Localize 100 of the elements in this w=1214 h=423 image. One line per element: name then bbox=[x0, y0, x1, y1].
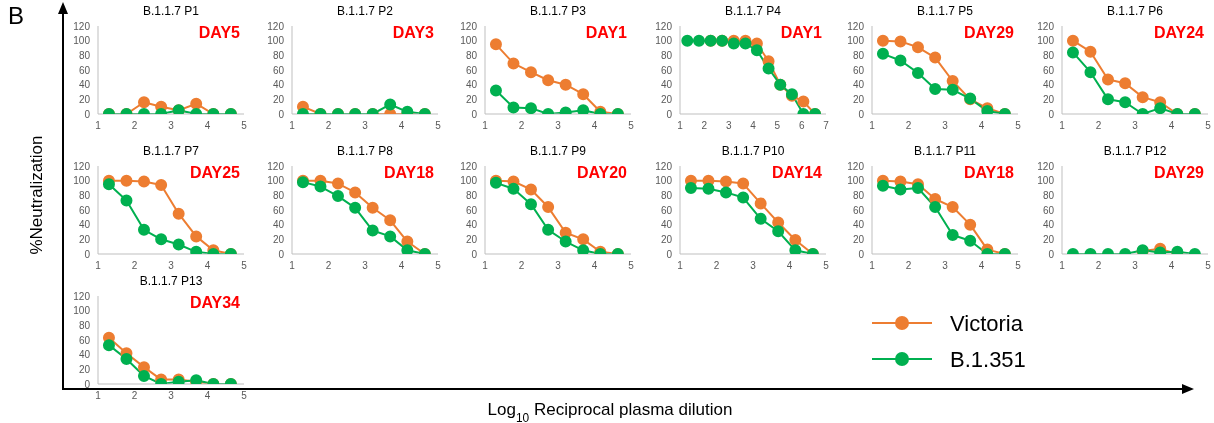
y-tick-label: 100 bbox=[847, 35, 865, 47]
y-tick-label: 20 bbox=[78, 363, 91, 375]
x-tick-label: 2 bbox=[713, 260, 720, 272]
annotation: DAY29 bbox=[1153, 164, 1204, 182]
y-tick-label: 80 bbox=[272, 49, 285, 61]
annotation: DAY24 bbox=[1153, 24, 1204, 42]
y-tick-label: 20 bbox=[465, 233, 478, 245]
y-tick-label: 20 bbox=[852, 93, 865, 105]
x-tick-label: 4 bbox=[204, 120, 211, 132]
y-tick-label: 100 bbox=[73, 35, 91, 47]
x-tick-label: 5 bbox=[241, 260, 248, 272]
y-tick-label: 20 bbox=[660, 233, 673, 245]
x-tick-label: 3 bbox=[362, 260, 369, 272]
x-tick-label: 3 bbox=[1132, 120, 1139, 132]
x-tick-label: 3 bbox=[168, 120, 175, 132]
x-axis-title: Log$_{10}$ Reciprocal plasma dilution bbox=[487, 400, 733, 423]
y-tick-label: 120 bbox=[847, 160, 865, 172]
x-tick-label: 4 bbox=[398, 120, 405, 132]
x-tick-label: 4 bbox=[398, 260, 405, 272]
chart-title: B.1.1.7 P4 bbox=[723, 3, 782, 20]
x-tick-label: 5 bbox=[241, 390, 248, 402]
annotation: DAY5 bbox=[198, 24, 240, 42]
annotation: DAY29 bbox=[963, 24, 1014, 42]
x-tick-label: 4 bbox=[786, 260, 793, 272]
x-tick-label: 4 bbox=[591, 260, 598, 272]
y-tick-label: 20 bbox=[1042, 233, 1055, 245]
y-tick-label: 120 bbox=[73, 20, 91, 32]
x-tick-label: 3 bbox=[750, 260, 757, 272]
y-tick-label: 0 bbox=[278, 108, 285, 120]
y-tick-label: 80 bbox=[852, 189, 865, 201]
y-tick-label: 80 bbox=[852, 49, 865, 61]
annotation: DAY25 bbox=[189, 164, 240, 182]
y-tick-label: 40 bbox=[272, 79, 285, 91]
chart-title: B.1.1.7 P12 bbox=[1102, 143, 1168, 160]
y-tick-label: 120 bbox=[460, 20, 478, 32]
y-tick-label: 120 bbox=[655, 20, 673, 32]
y-tick-label: 0 bbox=[858, 248, 865, 260]
y-tick-label: 60 bbox=[465, 64, 478, 76]
y-tick-label: 0 bbox=[858, 108, 865, 120]
y-tick-label: 0 bbox=[84, 378, 91, 390]
y-tick-label: 120 bbox=[1037, 20, 1055, 32]
y-tick-label: 20 bbox=[660, 93, 673, 105]
y-tick-label: 60 bbox=[272, 204, 285, 216]
y-tick-label: 80 bbox=[465, 189, 478, 201]
y-tick-label: 60 bbox=[465, 204, 478, 216]
x-tick-label: 5 bbox=[1205, 120, 1212, 132]
x-tick-label: 1 bbox=[95, 390, 102, 402]
chart-title: B.1.1.7 P11 bbox=[913, 143, 977, 160]
y-tick-label: 20 bbox=[852, 233, 865, 245]
x-tick-label: 5 bbox=[1205, 260, 1212, 272]
y-tick-label: 100 bbox=[1037, 175, 1055, 187]
y-tick-label: 120 bbox=[460, 160, 478, 172]
x-tick-label: 3 bbox=[725, 120, 732, 132]
y-tick-label: 80 bbox=[1042, 189, 1055, 201]
x-tick-label: 1 bbox=[482, 120, 489, 132]
y-tick-label: 120 bbox=[847, 20, 865, 32]
x-tick-label: 2 bbox=[325, 260, 332, 272]
x-tick-label: 2 bbox=[1095, 120, 1102, 132]
x-tick-label: 2 bbox=[131, 390, 138, 402]
annotation: DAY18 bbox=[383, 164, 434, 182]
x-tick-label: 5 bbox=[435, 120, 442, 132]
chart-title: B.1.1.7 P9 bbox=[528, 143, 587, 160]
chart-title: B.1.1.7 P7 bbox=[141, 143, 200, 160]
x-tick-label: 1 bbox=[1059, 260, 1066, 272]
y-tick-label: 20 bbox=[78, 233, 91, 245]
y-tick-label: 0 bbox=[1048, 248, 1055, 260]
annotation: DAY18 bbox=[963, 164, 1014, 182]
y-axis-title: %Neutralization bbox=[27, 135, 46, 255]
x-tick-label: 5 bbox=[1015, 260, 1022, 272]
x-tick-label: 2 bbox=[325, 120, 332, 132]
y-tick-label: 80 bbox=[78, 49, 91, 61]
x-tick-label: 2 bbox=[518, 120, 525, 132]
y-tick-label: 60 bbox=[852, 64, 865, 76]
x-tick-label: 4 bbox=[978, 260, 985, 272]
x-tick-label: 3 bbox=[555, 120, 562, 132]
y-tick-label: 20 bbox=[272, 233, 285, 245]
y-tick-label: 60 bbox=[78, 64, 91, 76]
chart-title: B.1.1.7 P10 bbox=[720, 143, 786, 160]
y-tick-label: 0 bbox=[666, 108, 673, 120]
x-tick-label: 3 bbox=[1132, 260, 1139, 272]
y-tick-label: 80 bbox=[78, 189, 91, 201]
y-tick-label: 80 bbox=[1042, 49, 1055, 61]
x-tick-label: 1 bbox=[677, 120, 684, 132]
y-tick-label: 20 bbox=[1042, 93, 1055, 105]
y-tick-label: 80 bbox=[78, 319, 91, 331]
y-tick-label: 100 bbox=[655, 175, 673, 187]
y-tick-label: 60 bbox=[78, 204, 91, 216]
x-tick-label: 2 bbox=[905, 120, 912, 132]
y-tick-label: 40 bbox=[1042, 219, 1055, 231]
x-tick-label: 3 bbox=[168, 390, 175, 402]
x-tick-label: 5 bbox=[628, 260, 635, 272]
y-tick-label: 80 bbox=[272, 189, 285, 201]
x-tick-label: 2 bbox=[905, 260, 912, 272]
y-tick-label: 60 bbox=[1042, 64, 1055, 76]
y-tick-label: 80 bbox=[660, 49, 673, 61]
y-tick-label: 80 bbox=[660, 189, 673, 201]
y-tick-label: 40 bbox=[852, 219, 865, 231]
x-tick-label: 1 bbox=[482, 260, 489, 272]
chart-title: B.1.1.7 P5 bbox=[915, 3, 974, 20]
y-tick-label: 120 bbox=[655, 160, 673, 172]
